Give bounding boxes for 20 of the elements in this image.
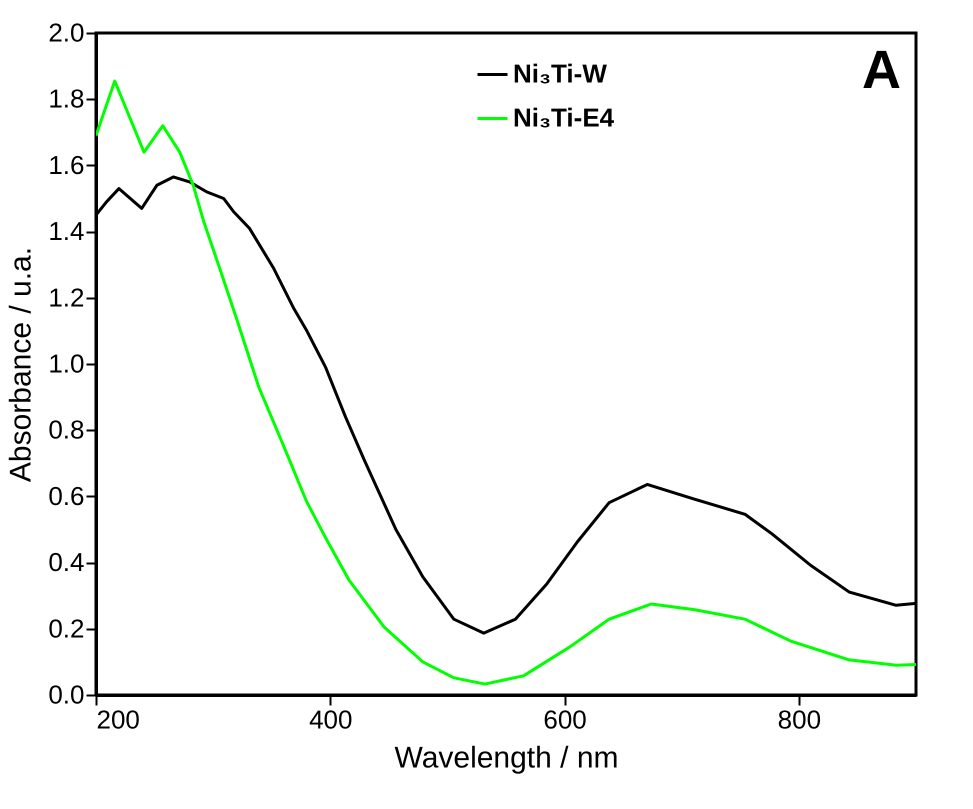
y-tick-label: 1.0 bbox=[48, 348, 84, 378]
x-tick-label: 400 bbox=[309, 704, 352, 734]
y-tick-label: 1.8 bbox=[48, 84, 84, 114]
y-tick-label: 0.4 bbox=[48, 547, 84, 578]
legend-label: Ni₃Ti-E4 bbox=[513, 102, 615, 132]
legend-label: Ni₃Ti-W bbox=[513, 58, 608, 88]
x-tick-label: 800 bbox=[778, 704, 822, 734]
y-tick-label: 0.8 bbox=[48, 414, 84, 445]
y-tick-label: 0.6 bbox=[48, 480, 84, 511]
y-tick-label: 1.6 bbox=[48, 150, 84, 180]
x-tick-label: 600 bbox=[543, 704, 587, 734]
annotation: A bbox=[862, 40, 901, 100]
x-axis-title: Wavelength / nm bbox=[394, 742, 618, 774]
y-tick-label: 0.0 bbox=[48, 680, 84, 710]
x-tick-label: 200 bbox=[96, 704, 140, 734]
y-axis-title: Absorbance / u.a. bbox=[4, 246, 38, 482]
y-tick-label: 2.0 bbox=[48, 18, 84, 48]
y-tick-label: 0.2 bbox=[48, 613, 84, 644]
y-tick-label: 1.4 bbox=[48, 216, 84, 246]
y-tick-label: 1.2 bbox=[48, 282, 84, 312]
